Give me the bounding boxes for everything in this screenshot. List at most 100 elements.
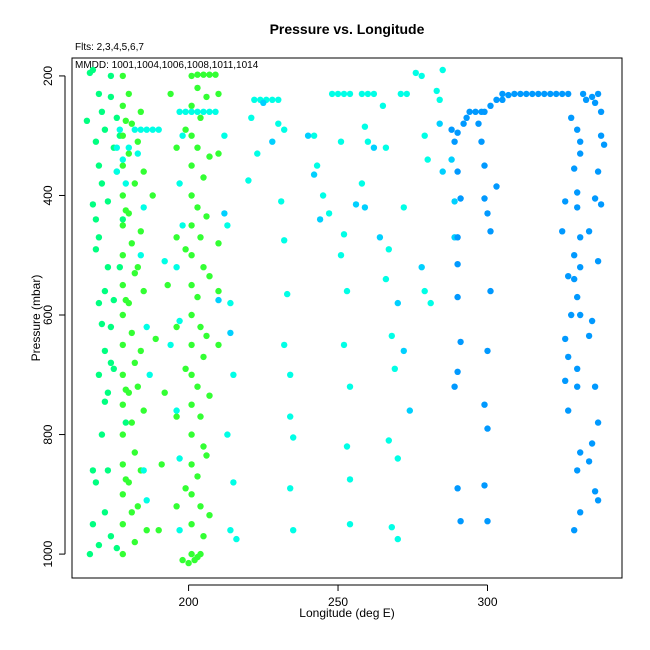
data-point <box>197 114 204 122</box>
data-point <box>188 311 195 319</box>
data-point <box>391 365 398 372</box>
data-point <box>487 287 494 295</box>
data-point <box>388 332 395 340</box>
data-point <box>448 126 455 133</box>
data-point <box>188 102 195 110</box>
data-point <box>591 383 599 390</box>
data-point <box>269 138 276 145</box>
data-point <box>284 290 291 298</box>
data-point <box>149 126 156 133</box>
data-point <box>290 527 297 534</box>
data-point <box>529 90 536 98</box>
data-point <box>185 559 192 567</box>
data-point <box>83 117 91 125</box>
data-point <box>582 96 590 104</box>
data-point <box>577 509 584 516</box>
data-point <box>122 180 129 187</box>
data-point <box>113 144 121 151</box>
data-point <box>451 138 458 145</box>
data-point <box>176 317 183 325</box>
data-point <box>104 264 112 271</box>
data-point <box>287 485 294 492</box>
data-point <box>128 120 135 127</box>
data-point <box>418 264 425 271</box>
data-point <box>574 467 581 474</box>
data-point <box>206 71 213 78</box>
data-point <box>523 90 530 98</box>
data-point <box>194 204 201 211</box>
data-point <box>131 359 138 366</box>
data-point <box>113 114 121 122</box>
data-point <box>134 264 141 271</box>
data-point <box>119 156 127 163</box>
data-point <box>439 66 446 74</box>
y-axis: 200 400 600 800 1000 <box>41 66 66 567</box>
data-point <box>89 66 97 74</box>
data-point <box>119 371 127 378</box>
data-point <box>493 96 500 104</box>
data-point <box>574 204 581 211</box>
points-layer <box>83 66 608 567</box>
data-point <box>173 144 180 151</box>
x-tick-label: 300 <box>477 595 497 609</box>
data-point <box>260 99 267 107</box>
data-point <box>194 144 201 151</box>
data-point <box>454 368 461 375</box>
data-point <box>197 503 204 510</box>
data-point <box>340 90 348 98</box>
data-point <box>101 347 109 355</box>
data-point <box>167 90 174 98</box>
data-point <box>400 204 407 211</box>
data-point <box>107 72 115 80</box>
data-point <box>188 401 195 408</box>
data-point <box>95 299 103 307</box>
data-point <box>454 234 461 241</box>
data-point <box>382 144 390 151</box>
data-point <box>481 401 488 408</box>
data-point <box>194 84 201 92</box>
data-point <box>167 341 174 349</box>
data-point <box>206 108 213 116</box>
data-point <box>230 371 237 378</box>
data-point <box>143 497 150 504</box>
data-point <box>481 108 488 116</box>
data-point <box>385 246 392 253</box>
data-point <box>343 287 351 295</box>
data-point <box>577 150 584 157</box>
data-point <box>451 198 458 205</box>
data-point <box>197 234 204 241</box>
data-point <box>364 90 372 98</box>
data-point <box>104 198 112 205</box>
data-point <box>484 347 491 355</box>
data-point <box>287 413 294 420</box>
y-tick-label: 600 <box>41 305 55 325</box>
data-point <box>89 467 97 474</box>
data-point <box>457 338 464 346</box>
data-point <box>188 461 195 468</box>
data-point <box>346 383 354 390</box>
data-point <box>188 550 195 558</box>
data-point <box>281 237 288 244</box>
data-point <box>478 138 485 145</box>
data-point <box>328 90 336 98</box>
data-point <box>585 332 593 340</box>
data-point <box>200 443 207 450</box>
data-point <box>547 90 554 98</box>
data-point <box>182 246 189 253</box>
data-point <box>89 201 97 208</box>
data-point <box>245 177 252 184</box>
data-point <box>565 353 572 361</box>
data-point <box>125 150 132 157</box>
data-point <box>577 138 584 145</box>
data-point <box>203 332 210 340</box>
data-point <box>562 335 569 343</box>
data-point <box>107 93 115 101</box>
data-point <box>122 386 129 393</box>
data-point <box>119 281 127 289</box>
y-tick-label: 1000 <box>41 540 55 567</box>
data-point <box>310 132 318 139</box>
data-point <box>278 198 285 205</box>
data-point <box>385 437 392 444</box>
data-point <box>574 383 581 390</box>
